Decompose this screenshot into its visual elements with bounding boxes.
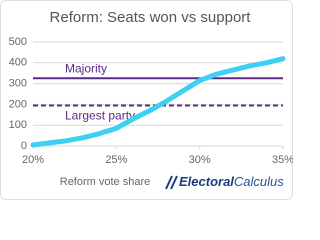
- reference-label: Largest party: [65, 109, 135, 123]
- y-tick-label: 100: [9, 119, 27, 131]
- y-tick-label: 300: [9, 78, 27, 90]
- x-tick-label: 20%: [22, 154, 44, 166]
- y-tick-label: 200: [9, 98, 27, 110]
- chart: Reform: Seats won vs support Reform vote…: [0, 0, 293, 200]
- data-line: [30, 56, 286, 148]
- frame: [0, 0, 293, 200]
- logo: ElectoralCalculus: [165, 174, 284, 190]
- logo-icon: [165, 175, 173, 190]
- logo-icon: [170, 175, 178, 190]
- logo-text: ElectoralCalculus: [179, 174, 284, 189]
- logo-second: Calculus: [234, 174, 284, 189]
- y-tick-label: 400: [9, 57, 27, 69]
- logo-first: Electoral: [179, 174, 234, 189]
- y-tick-label: 0: [21, 140, 27, 152]
- chart-title: Reform: Seats won vs support: [50, 9, 252, 26]
- y-tick-label: 500: [9, 36, 27, 48]
- reference-label: Majority: [65, 61, 107, 75]
- x-tick-label: 35%: [272, 154, 293, 166]
- x-axis-label: Reform vote share: [60, 176, 150, 188]
- x-tick-label: 30%: [189, 154, 211, 166]
- x-tick-label: 25%: [105, 154, 127, 166]
